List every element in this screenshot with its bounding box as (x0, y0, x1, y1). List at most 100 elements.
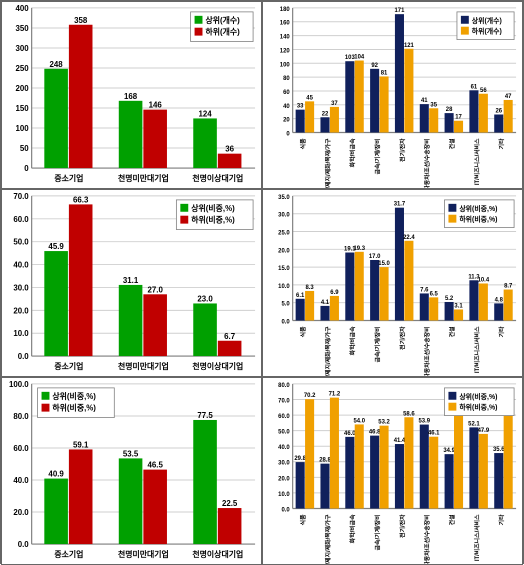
svg-text:171: 171 (395, 8, 406, 14)
svg-text:47: 47 (505, 94, 512, 100)
svg-text:15.0: 15.0 (378, 261, 390, 267)
svg-text:46.5: 46.5 (147, 460, 163, 469)
svg-text:30.0: 30.0 (278, 460, 290, 466)
svg-text:20.0: 20.0 (13, 508, 29, 517)
svg-text:40.0: 40.0 (13, 260, 29, 269)
svg-text:IT/비즈니스/서비스: IT/비즈니스/서비스 (473, 514, 481, 561)
svg-text:100: 100 (280, 62, 291, 68)
svg-text:8.7: 8.7 (504, 283, 513, 289)
svg-text:52.1: 52.1 (468, 421, 480, 427)
svg-text:19.3: 19.3 (353, 246, 365, 252)
svg-text:121: 121 (404, 43, 415, 49)
svg-text:6.5: 6.5 (430, 291, 439, 297)
svg-text:47.9: 47.9 (478, 428, 490, 434)
svg-text:168: 168 (124, 92, 138, 101)
svg-text:26: 26 (495, 109, 502, 115)
svg-text:식품: 식품 (299, 138, 307, 149)
svg-text:6.9: 6.9 (330, 290, 339, 296)
svg-text:50.0: 50.0 (278, 429, 290, 435)
svg-text:20.0: 20.0 (13, 306, 29, 315)
svg-text:104: 104 (354, 55, 365, 61)
svg-text:하위(비중,%): 하위(비중,%) (191, 214, 235, 224)
svg-text:41.4: 41.4 (394, 438, 406, 444)
svg-text:기타: 기타 (498, 326, 506, 337)
svg-text:0.0: 0.0 (18, 352, 30, 361)
svg-text:66.3: 66.3 (73, 195, 89, 204)
svg-text:건설: 건설 (448, 138, 456, 149)
svg-text:중소기업: 중소기업 (54, 173, 83, 183)
svg-text:30.0: 30.0 (13, 283, 29, 292)
svg-text:15.0: 15.0 (278, 266, 290, 272)
svg-text:45: 45 (306, 95, 313, 101)
svg-text:22: 22 (322, 111, 329, 117)
svg-text:전기/전자: 전기/전자 (398, 326, 406, 350)
svg-text:40.9: 40.9 (48, 469, 64, 478)
panel-L1: 050100150200250300350400248358중소기업168146… (1, 1, 262, 189)
svg-text:350: 350 (16, 24, 30, 33)
svg-text:건설: 건설 (448, 326, 456, 337)
svg-text:0.0: 0.0 (18, 540, 30, 549)
svg-text:180: 180 (280, 7, 291, 13)
svg-text:하위(비중,%): 하위(비중,%) (459, 214, 497, 223)
svg-text:0: 0 (286, 131, 290, 137)
svg-text:56: 56 (480, 88, 487, 94)
panel-R3: 0.010.020.030.040.050.060.070.080.029.87… (262, 377, 523, 565)
svg-text:124: 124 (198, 109, 212, 118)
svg-text:17: 17 (455, 115, 462, 121)
svg-text:6.7: 6.7 (224, 332, 236, 341)
svg-text:80: 80 (283, 76, 290, 82)
svg-text:기타: 기타 (498, 138, 506, 149)
svg-text:5.2: 5.2 (445, 296, 454, 302)
svg-text:0.0: 0.0 (281, 319, 290, 325)
svg-text:천명미만대기업: 천명미만대기업 (118, 361, 169, 371)
svg-text:60.0: 60.0 (13, 444, 29, 453)
svg-text:상위(개수): 상위(개수) (205, 15, 240, 25)
svg-text:섬유/의복/제지/제화/목재/가구: 섬유/의복/제지/제화/목재/가구 (324, 326, 332, 376)
svg-text:0.0: 0.0 (281, 507, 290, 513)
svg-text:53.2: 53.2 (378, 419, 390, 425)
svg-text:28.8: 28.8 (319, 457, 331, 463)
svg-text:전기/전자: 전기/전자 (398, 138, 406, 162)
panel-R1: 0204060801001201401601803345식품2237섬유/의복/… (262, 1, 523, 189)
svg-text:28: 28 (446, 107, 453, 113)
svg-text:0: 0 (24, 164, 29, 173)
svg-text:상위(비중,%): 상위(비중,%) (191, 203, 235, 213)
svg-text:하위(개수): 하위(개수) (205, 27, 240, 37)
svg-text:140: 140 (280, 35, 291, 41)
svg-text:35.6: 35.6 (493, 447, 505, 453)
svg-text:300: 300 (16, 44, 30, 53)
svg-text:40.0: 40.0 (278, 445, 290, 451)
svg-text:46.0: 46.0 (344, 431, 356, 437)
svg-text:46.1: 46.1 (428, 430, 440, 436)
svg-text:20: 20 (283, 118, 290, 124)
svg-text:80.0: 80.0 (13, 412, 29, 421)
svg-text:3.1: 3.1 (454, 303, 463, 309)
svg-text:400: 400 (16, 4, 30, 13)
svg-text:60.0: 60.0 (13, 215, 29, 224)
svg-text:하위(개수): 하위(개수) (472, 27, 502, 36)
panel-L3: 0.020.040.060.080.0100.040.959.1중소기업53.5… (1, 377, 262, 565)
svg-text:화학/비금속: 화학/비금속 (349, 514, 357, 543)
svg-text:33: 33 (297, 104, 304, 110)
svg-text:기타: 기타 (498, 514, 506, 525)
svg-text:71.2: 71.2 (329, 391, 341, 397)
svg-text:23.0: 23.0 (197, 294, 213, 303)
svg-text:59.1: 59.1 (73, 440, 89, 449)
svg-text:식품: 식품 (299, 514, 307, 525)
svg-text:섬유/의복/제지/제화/목재/가구: 섬유/의복/제지/제화/목재/가구 (324, 514, 332, 564)
svg-text:31.1: 31.1 (123, 276, 139, 285)
svg-text:상위(비중,%): 상위(비중,%) (459, 391, 497, 400)
svg-text:70.0: 70.0 (13, 192, 29, 201)
svg-text:8.3: 8.3 (305, 285, 314, 291)
svg-text:46.8: 46.8 (369, 429, 381, 435)
svg-text:천명이상대기업: 천명이상대기업 (192, 361, 243, 371)
svg-text:10.4: 10.4 (478, 277, 490, 283)
svg-text:41: 41 (421, 98, 428, 104)
svg-text:25.0: 25.0 (278, 230, 290, 236)
svg-text:200: 200 (16, 84, 30, 93)
svg-text:10.0: 10.0 (278, 284, 290, 290)
panel-L2: 0.010.020.030.040.050.060.070.045.966.3중… (1, 189, 262, 377)
svg-text:식품: 식품 (299, 326, 307, 337)
svg-text:하위(비중,%): 하위(비중,%) (52, 402, 96, 412)
svg-text:35.0: 35.0 (278, 195, 290, 201)
